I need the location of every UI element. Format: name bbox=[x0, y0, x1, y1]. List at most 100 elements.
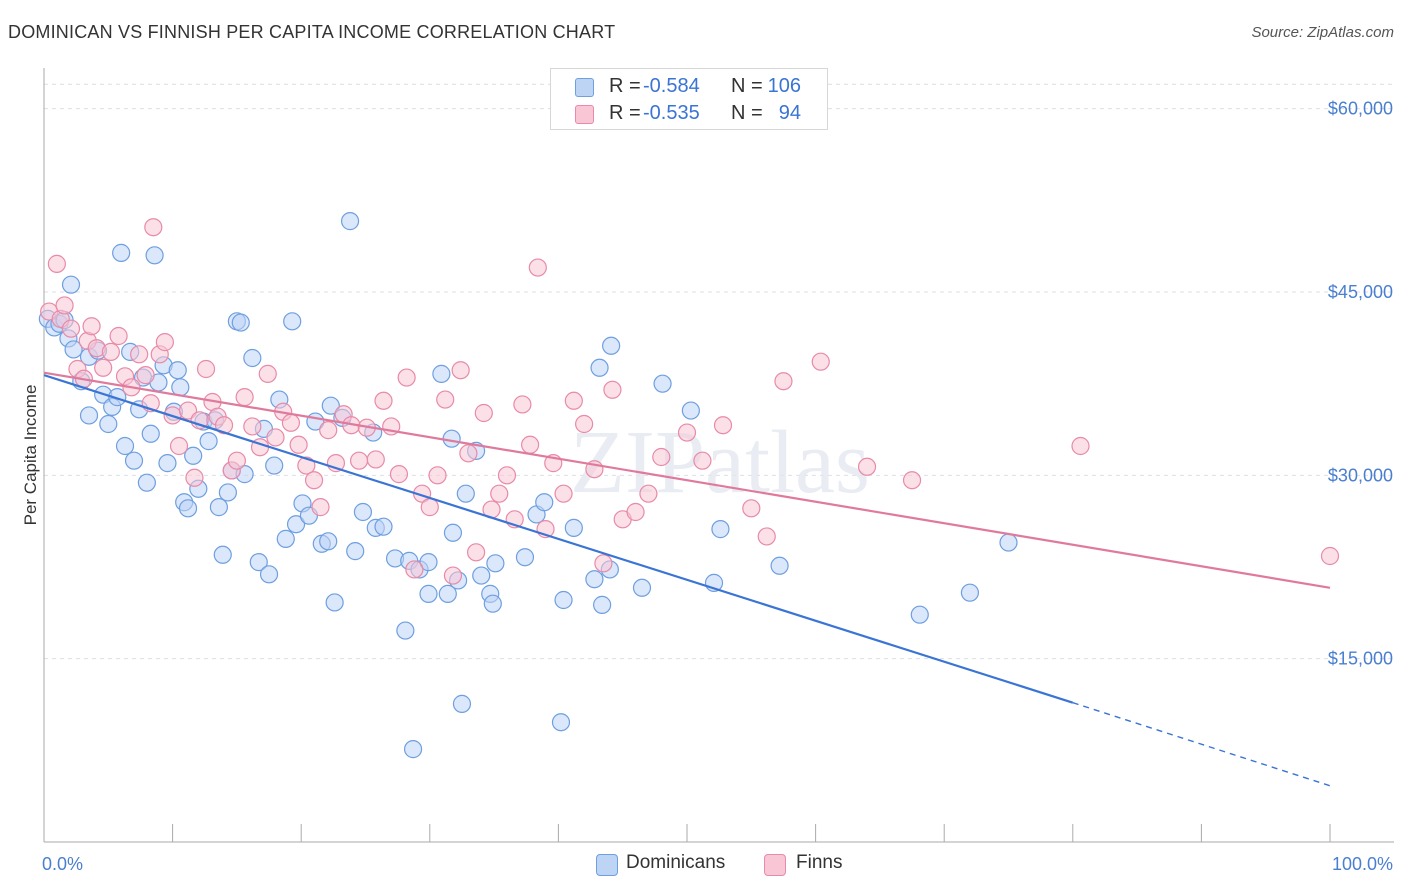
finns-point bbox=[94, 358, 113, 377]
finns-point bbox=[130, 345, 149, 364]
finns-point bbox=[811, 352, 830, 371]
finns-point bbox=[185, 468, 204, 487]
finns-point bbox=[144, 218, 163, 237]
chart-title: DOMINICAN VS FINNISH PER CAPITA INCOME C… bbox=[8, 22, 616, 42]
dominicans-point bbox=[419, 553, 438, 572]
dominicans-point bbox=[137, 473, 156, 492]
finns-point bbox=[652, 447, 671, 467]
dominicans-point bbox=[960, 583, 980, 602]
legend-row-finns: R = -0.535 N = 94 bbox=[551, 102, 827, 128]
finns-point bbox=[319, 421, 338, 440]
dominicans-point bbox=[325, 593, 344, 612]
finns-point bbox=[281, 413, 301, 432]
r-label: R = bbox=[609, 75, 641, 97]
dominicans-point bbox=[438, 584, 457, 603]
dominicans-point bbox=[585, 570, 604, 589]
dominicans-point bbox=[231, 313, 250, 332]
dominicans-point bbox=[99, 414, 118, 434]
finns-point bbox=[178, 401, 198, 420]
finns-point bbox=[857, 457, 877, 476]
series-dominicans bbox=[38, 212, 1018, 759]
n-value: 94 bbox=[778, 102, 801, 124]
dominicans-trend-line bbox=[43, 374, 1074, 704]
grid-lines bbox=[44, 83, 1394, 660]
dominicans-point bbox=[554, 590, 573, 610]
dominicans-point bbox=[910, 605, 929, 624]
dominicans-point bbox=[456, 484, 475, 503]
dominicans-point bbox=[711, 520, 730, 539]
dominicans-legend-swatch bbox=[596, 854, 618, 876]
dominicans-point bbox=[286, 515, 306, 534]
dominicans-point bbox=[209, 498, 228, 517]
r-label: R = bbox=[609, 102, 641, 124]
dominicans-point bbox=[452, 694, 472, 713]
dominicans-point bbox=[124, 451, 144, 470]
finns-point bbox=[266, 428, 285, 447]
dominicans-point bbox=[590, 358, 609, 377]
dominicans-point bbox=[632, 578, 652, 597]
x-tick-label: 100.0% bbox=[1332, 854, 1393, 874]
dominicans-point bbox=[265, 456, 284, 475]
finns-point bbox=[297, 456, 316, 475]
finns-point bbox=[47, 254, 66, 273]
axis-labels: $15,000 $30,000 $45,000 $60,000 0.0% 100.0% Pe… bbox=[21, 99, 1393, 874]
dominicans-point bbox=[61, 275, 81, 294]
finns-point bbox=[436, 390, 455, 409]
finns-point bbox=[55, 296, 74, 315]
finns-point bbox=[258, 364, 277, 383]
finns-point bbox=[639, 484, 658, 503]
finns-point bbox=[466, 543, 486, 562]
finns-point bbox=[497, 466, 517, 485]
dominicans-point bbox=[432, 364, 451, 383]
r-value: -0.584 bbox=[643, 75, 700, 97]
dominicans-point bbox=[353, 502, 373, 522]
finns-point bbox=[513, 395, 532, 414]
dominicans-point bbox=[171, 378, 190, 397]
dominicans-point bbox=[79, 406, 99, 425]
data-points bbox=[38, 212, 1340, 759]
dominicans-point bbox=[145, 246, 164, 265]
dominicans-point bbox=[403, 740, 423, 759]
dominicans-point bbox=[112, 243, 131, 262]
finns-point bbox=[311, 498, 330, 517]
dominicans-point bbox=[653, 374, 672, 393]
y-tick-label: $15,000 bbox=[1328, 649, 1393, 669]
finns-point bbox=[420, 498, 439, 517]
legend-row-dominicans: R = -0.584 N = 106 bbox=[551, 75, 827, 101]
dominicans-point bbox=[276, 529, 295, 548]
finns-point bbox=[528, 258, 547, 277]
finns-point bbox=[109, 326, 128, 346]
n-label: N = bbox=[731, 102, 763, 124]
finns-point bbox=[389, 465, 409, 484]
finns-point bbox=[304, 471, 324, 490]
finns-point bbox=[677, 423, 697, 442]
correlation-legend: R = -0.584 N = 106 R = -0.535 N = 94 bbox=[550, 68, 828, 130]
finns-point bbox=[374, 391, 393, 410]
finns-point bbox=[564, 391, 583, 410]
finns-point bbox=[575, 414, 594, 434]
dominicans-point bbox=[319, 532, 338, 551]
dominicans-point bbox=[681, 401, 700, 420]
dominicans-point bbox=[213, 545, 232, 564]
finns-point bbox=[196, 359, 216, 379]
dominicans-point bbox=[178, 499, 198, 518]
finns-point bbox=[349, 451, 369, 470]
dominicans-point bbox=[184, 446, 203, 465]
dominicans-point bbox=[770, 556, 789, 575]
dominicans-point bbox=[158, 454, 177, 473]
dominicans-swatch bbox=[575, 78, 594, 97]
y-tick-label: $60,000 bbox=[1328, 99, 1393, 119]
finns-legend-swatch bbox=[764, 854, 786, 876]
finns-trend-line bbox=[43, 371, 1331, 589]
finns-point bbox=[757, 527, 776, 546]
dominicans-point bbox=[515, 548, 535, 567]
dominicans-legend-label: Dominicans bbox=[626, 852, 726, 873]
finns-point bbox=[451, 361, 470, 380]
finns-point bbox=[603, 380, 622, 399]
dominicans-point bbox=[64, 340, 83, 359]
dominicans-point bbox=[374, 517, 393, 536]
finns-point bbox=[289, 435, 308, 454]
finns-point bbox=[101, 342, 120, 361]
dominicans-point bbox=[472, 566, 491, 585]
finns-point bbox=[61, 319, 81, 338]
